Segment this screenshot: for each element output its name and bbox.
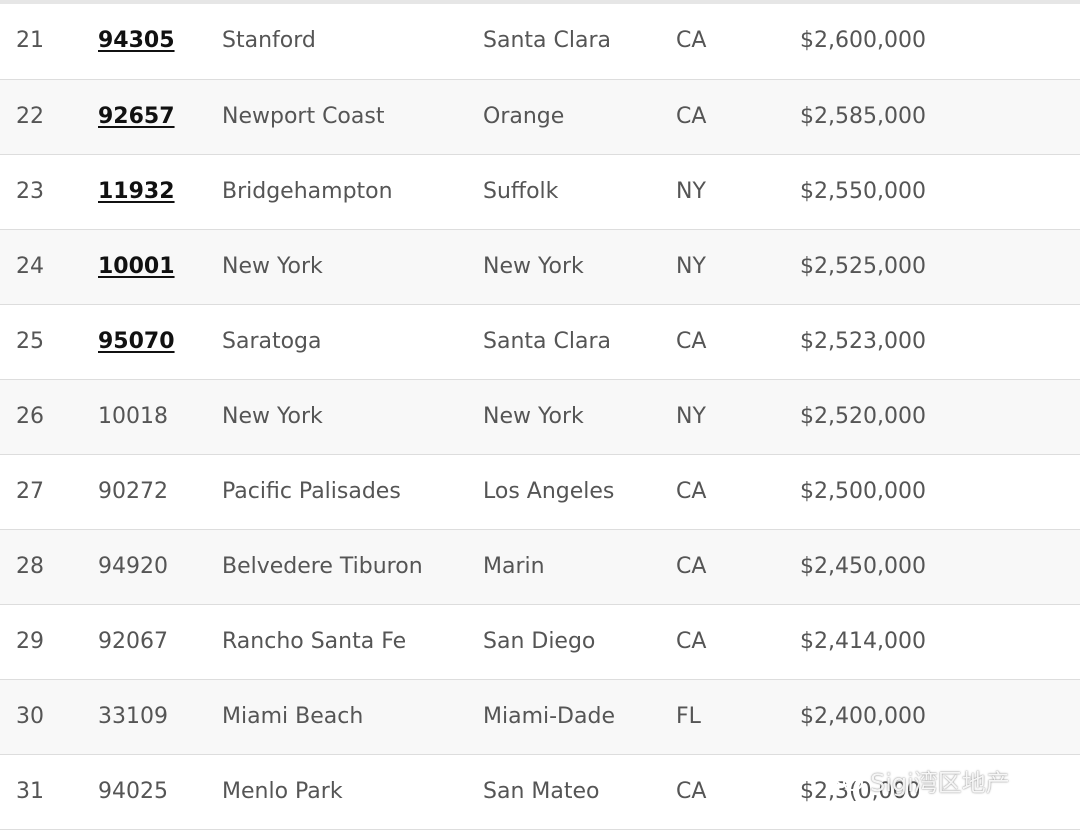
rank-cell: 25 <box>0 304 98 380</box>
state-cell: CA <box>676 79 800 155</box>
rank-cell: 28 <box>0 529 98 605</box>
rank-cell: 21 <box>0 4 98 80</box>
county-cell: New York <box>483 379 676 455</box>
county-cell: Orange <box>483 79 676 155</box>
zip-cell[interactable]: 11932 <box>98 154 222 230</box>
zip-text: 92067 <box>98 628 168 654</box>
zip-cell[interactable]: 92657 <box>98 79 222 155</box>
zip-cell: 10018 <box>98 379 222 455</box>
zip-link[interactable]: 94305 <box>98 28 175 54</box>
zip-link[interactable]: 10001 <box>98 253 175 279</box>
city-cell: Belvedere Tiburon <box>222 529 483 605</box>
zip-cell: 33109 <box>98 679 222 755</box>
state-cell: CA <box>676 4 800 80</box>
price-cell: $2,520,000 <box>800 379 1080 455</box>
county-cell: Marin <box>483 529 676 605</box>
zip-link[interactable]: 92657 <box>98 103 175 129</box>
table-row: 25 95070 Saratoga Santa Clara CA $2,523,000 <box>0 304 1080 380</box>
zip-text: 90272 <box>98 478 168 504</box>
top-divider <box>0 0 1080 4</box>
price-cell: $2,550,000 <box>800 154 1080 230</box>
state-cell: CA <box>676 604 800 680</box>
state-cell: CA <box>676 304 800 380</box>
county-cell: New York <box>483 229 676 305</box>
city-cell: Pacific Palisades <box>222 454 483 530</box>
rank-cell: 29 <box>0 604 98 680</box>
zip-link[interactable]: 95070 <box>98 328 175 354</box>
table-row: 26 10018 New York New York NY $2,520,000 <box>0 379 1080 455</box>
table-row: 31 94025 Menlo Park San Mateo CA $2,3(0,000 <box>0 754 1080 830</box>
zip-cell[interactable]: 10001 <box>98 229 222 305</box>
price-cell: $2,400,000 <box>800 679 1080 755</box>
rank-cell: 30 <box>0 679 98 755</box>
rank-cell: 31 <box>0 754 98 830</box>
table-row: 23 11932 Bridgehampton Suffolk NY $2,550,000 <box>0 154 1080 230</box>
county-cell: San Diego <box>483 604 676 680</box>
zip-cell[interactable]: 95070 <box>98 304 222 380</box>
table-row: 24 10001 New York New York NY $2,525,000 <box>0 229 1080 305</box>
county-cell: San Mateo <box>483 754 676 830</box>
city-cell: Rancho Santa Fe <box>222 604 483 680</box>
zip-cell: 92067 <box>98 604 222 680</box>
zip-text: 10018 <box>98 403 168 429</box>
zip-cell: 90272 <box>98 454 222 530</box>
table-row: 30 33109 Miami Beach Miami-Dade FL $2,400,000 <box>0 679 1080 755</box>
state-cell: CA <box>676 754 800 830</box>
table-body: 21 94305 Stanford Santa Clara CA $2,600,000 22… <box>0 4 1080 830</box>
rank-cell: 24 <box>0 229 98 305</box>
city-cell: Menlo Park <box>222 754 483 830</box>
state-cell: NY <box>676 154 800 230</box>
zip-cell: 94920 <box>98 529 222 605</box>
rank-cell: 27 <box>0 454 98 530</box>
price-cell: $2,500,000 <box>800 454 1080 530</box>
price-cell: $2,3(0,000 <box>800 754 1080 830</box>
rank-cell: 22 <box>0 79 98 155</box>
state-cell: NY <box>676 379 800 455</box>
table-row: 29 92067 Rancho Santa Fe San Diego CA $2,414,… <box>0 604 1080 680</box>
price-cell: $2,414,000 <box>800 604 1080 680</box>
table-row: 22 92657 Newport Coast Orange CA $2,585,000 <box>0 79 1080 155</box>
zip-link[interactable]: 11932 <box>98 178 175 204</box>
zip-text: 33109 <box>98 703 168 729</box>
county-cell: Miami-Dade <box>483 679 676 755</box>
price-cell: $2,523,000 <box>800 304 1080 380</box>
city-cell: Newport Coast <box>222 79 483 155</box>
city-cell: Bridgehampton <box>222 154 483 230</box>
rank-cell: 23 <box>0 154 98 230</box>
price-cell: $2,600,000 <box>800 4 1080 80</box>
zip-cell: 94025 <box>98 754 222 830</box>
zip-cell[interactable]: 94305 <box>98 4 222 80</box>
rank-cell: 26 <box>0 379 98 455</box>
city-cell: New York <box>222 379 483 455</box>
state-cell: FL <box>676 679 800 755</box>
zip-text: 94025 <box>98 778 168 804</box>
price-cell: $2,450,000 <box>800 529 1080 605</box>
state-cell: CA <box>676 529 800 605</box>
city-cell: New York <box>222 229 483 305</box>
table-row: 28 94920 Belvedere Tiburon Marin CA $2,450,00… <box>0 529 1080 605</box>
county-cell: Santa Clara <box>483 304 676 380</box>
county-cell: Los Angeles <box>483 454 676 530</box>
state-cell: NY <box>676 229 800 305</box>
city-cell: Saratoga <box>222 304 483 380</box>
county-cell: Santa Clara <box>483 4 676 80</box>
price-cell: $2,585,000 <box>800 79 1080 155</box>
price-cell: $2,525,000 <box>800 229 1080 305</box>
zip-price-table: 21 94305 Stanford Santa Clara CA $2,600,000 22… <box>0 4 1080 830</box>
city-cell: Stanford <box>222 4 483 80</box>
zip-text: 94920 <box>98 553 168 579</box>
table-row: 27 90272 Pacific Palisades Los Angeles CA $2,… <box>0 454 1080 530</box>
county-cell: Suffolk <box>483 154 676 230</box>
city-cell: Miami Beach <box>222 679 483 755</box>
state-cell: CA <box>676 454 800 530</box>
table-row: 21 94305 Stanford Santa Clara CA $2,600,000 <box>0 4 1080 80</box>
